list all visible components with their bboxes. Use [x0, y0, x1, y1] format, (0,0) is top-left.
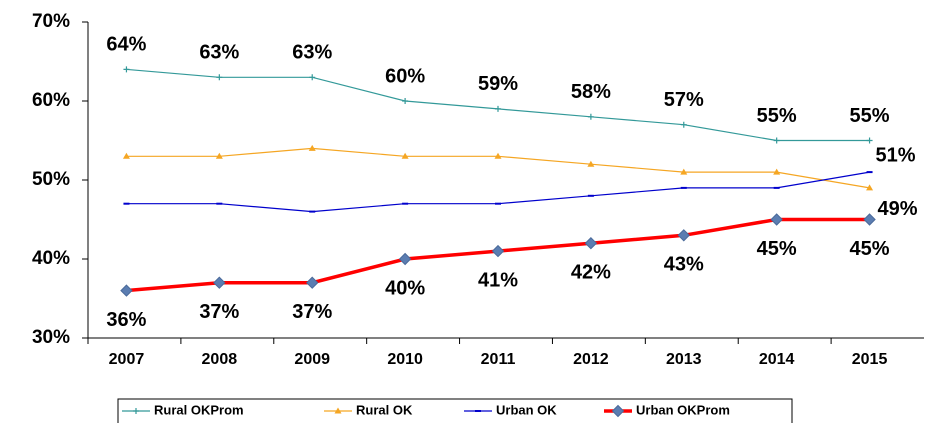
series: 64% 63% 63% 60% 59% 58% 57% 55% 55% — [106, 34, 890, 144]
x-tick-label: 2014 — [759, 351, 795, 368]
marker — [680, 168, 688, 175]
marker — [677, 229, 690, 242]
data-label: 57% — [664, 89, 704, 111]
x-tick-label: 2007 — [109, 351, 145, 368]
data-label: 37% — [292, 301, 332, 323]
legend-label: Rural OKProm — [154, 402, 244, 417]
marker — [866, 137, 873, 144]
data-label: 41% — [478, 269, 518, 291]
marker — [773, 168, 781, 175]
data-label: 51% — [876, 144, 916, 166]
marker — [398, 252, 412, 266]
marker — [308, 144, 316, 151]
series: 36% 37% 37% 40% 41% 42% 43% 45% 45% — [106, 213, 890, 331]
marker — [334, 407, 342, 414]
y-tick-label: 70% — [32, 11, 70, 32]
data-label: 63% — [199, 42, 239, 64]
marker — [120, 284, 133, 297]
marker — [773, 137, 780, 144]
data-label: 60% — [385, 65, 425, 87]
y-tick-label: 50% — [32, 169, 70, 190]
marker — [495, 105, 501, 112]
legend-label: Urban OKProm — [636, 402, 730, 417]
line — [126, 171, 870, 213]
x-tick-label: 2011 — [481, 351, 516, 368]
data-label: 55% — [850, 105, 890, 127]
marker — [494, 152, 502, 159]
y-tick-label: 30% — [32, 327, 70, 348]
data-label: 37% — [199, 301, 239, 323]
marker — [215, 152, 223, 159]
data-label: 42% — [571, 261, 611, 283]
data-label: 63% — [292, 42, 332, 64]
data-label: 49% — [878, 198, 918, 220]
x-tick-label: 2015 — [852, 351, 888, 368]
marker — [680, 121, 687, 128]
marker — [213, 276, 226, 289]
series: 49% — [122, 144, 918, 220]
series: 51% — [123, 144, 916, 213]
marker — [133, 408, 139, 414]
x-tick-label: 2013 — [666, 351, 702, 368]
marker — [611, 404, 625, 418]
legend: Rural OKProm Rural OK Urban OK Urban OKProm — [117, 398, 793, 423]
marker — [122, 152, 130, 159]
x-tick-label: 2009 — [294, 351, 330, 368]
data-label: 59% — [478, 73, 518, 95]
marker — [863, 213, 876, 226]
marker — [584, 236, 598, 250]
x-tick-label: 2008 — [202, 351, 238, 368]
data-label: 55% — [757, 105, 797, 127]
marker — [123, 66, 130, 73]
data-label: 40% — [385, 277, 425, 299]
marker — [402, 98, 409, 104]
y-tick-label: 40% — [32, 248, 70, 269]
marker — [491, 244, 505, 258]
data-label: 45% — [850, 238, 890, 260]
data-label: 58% — [571, 81, 611, 103]
marker — [216, 74, 223, 81]
legend-label: Rural OK — [356, 402, 413, 417]
marker — [587, 160, 595, 167]
data-label: 64% — [106, 34, 146, 56]
y-tick-label: 60% — [32, 90, 70, 111]
data-label: 43% — [664, 254, 704, 276]
marker — [309, 74, 316, 81]
legend-box — [117, 398, 793, 423]
legend-label: Urban OK — [496, 402, 557, 417]
x-tick-label: 2012 — [573, 351, 609, 368]
data-label: 45% — [757, 238, 797, 260]
x-tick-label: 2010 — [387, 351, 423, 368]
marker — [401, 152, 409, 159]
marker — [866, 184, 874, 191]
marker — [587, 113, 594, 120]
marker — [770, 213, 783, 226]
data-label: 36% — [106, 309, 146, 331]
marker — [306, 276, 319, 289]
